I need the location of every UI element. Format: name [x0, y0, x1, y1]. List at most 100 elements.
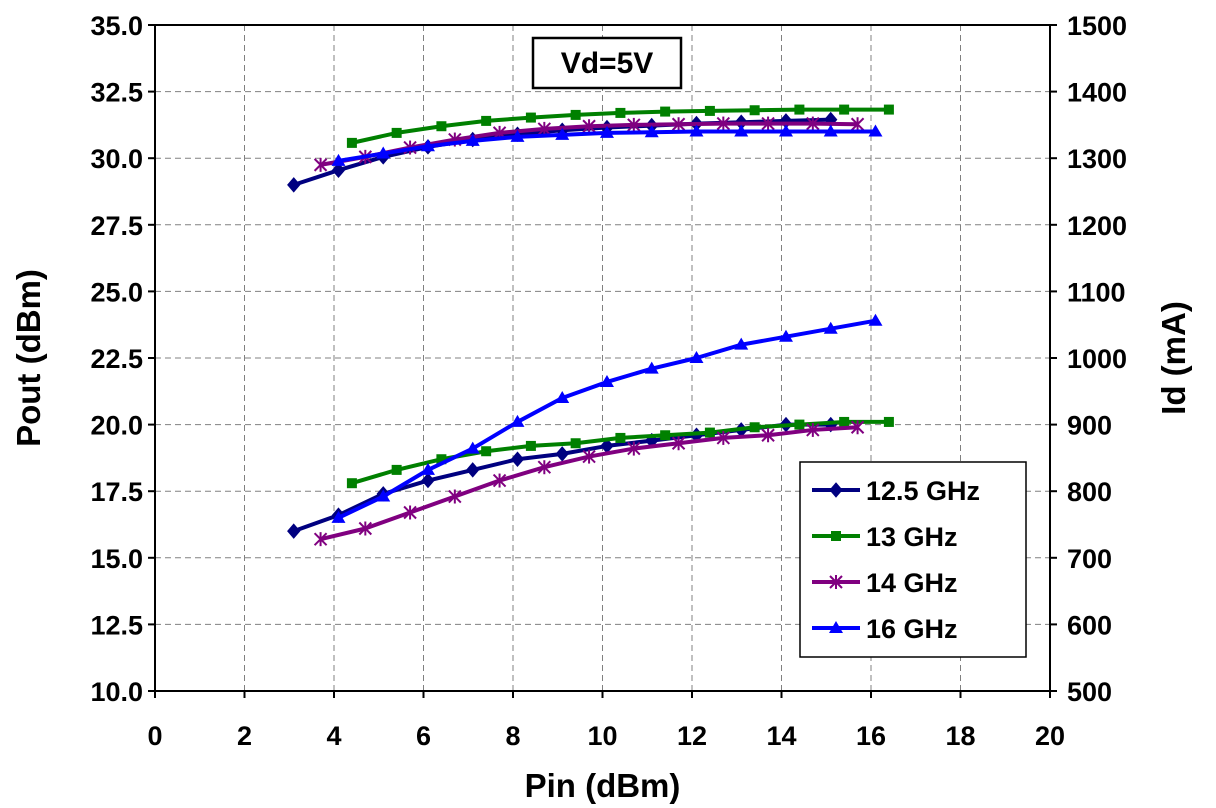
y-tick-label: 32.5 [90, 78, 143, 108]
data-point [839, 416, 850, 427]
y-tick-label: 35.0 [90, 11, 143, 41]
x-tick-label: 4 [326, 721, 341, 751]
data-point [644, 361, 659, 374]
data-point [436, 454, 447, 465]
data-point [492, 473, 507, 488]
data-point [615, 432, 626, 443]
data-point [331, 153, 346, 166]
data-point [287, 523, 301, 539]
series-14-ghz-id [313, 116, 865, 172]
data-point [555, 446, 569, 462]
data-point [525, 440, 536, 451]
y-tick-label: 22.5 [90, 344, 143, 374]
axis-ticks [148, 24, 1057, 698]
y2-tick-label: 500 [1067, 677, 1112, 707]
data-point [839, 104, 850, 115]
legend-item: 16 GHz [812, 614, 958, 644]
data-point [331, 510, 346, 523]
y-axis-title: Pout (dBm) [10, 269, 47, 447]
data-point [465, 133, 480, 146]
x-tick-label: 20 [1035, 721, 1065, 751]
y2-tick-label: 1000 [1067, 344, 1127, 374]
legend-marker [829, 575, 843, 589]
y2-tick-label: 1300 [1067, 144, 1127, 174]
y-tick-label: 27.5 [90, 211, 143, 241]
x-axis-title: Pin (dBm) [525, 767, 681, 804]
data-point [761, 116, 775, 131]
y-tick-label: 25.0 [90, 277, 143, 307]
data-point [644, 125, 659, 138]
y2-tick-labels: 500 600 700 800 900 1000 1100 1200 1300 1400 1500 [1067, 11, 1127, 707]
y2-tick-label: 1500 [1067, 11, 1127, 41]
y2-tick-label: 1200 [1067, 211, 1127, 241]
y2-tick-label: 800 [1067, 477, 1112, 507]
data-point [716, 116, 731, 131]
data-point [481, 115, 492, 126]
data-point [570, 438, 581, 449]
data-point [555, 390, 570, 403]
data-point [582, 449, 596, 464]
data-point [734, 337, 749, 350]
data-point [749, 422, 760, 433]
y-tick-label: 30.0 [90, 144, 143, 174]
y-tick-label: 17.5 [90, 477, 143, 507]
data-point [537, 121, 552, 136]
data-point [823, 124, 838, 137]
data-point [627, 441, 641, 456]
y-tick-labels: 10.0 12.5 15.0 17.5 20.0 22.5 25.0 27.5 30.0 32.5… [90, 11, 143, 707]
data-point [510, 129, 525, 142]
data-point [599, 374, 614, 387]
series-line [337, 318, 876, 520]
data-point [671, 436, 686, 451]
data-point [883, 104, 894, 115]
data-point [806, 422, 820, 437]
data-point [734, 124, 749, 137]
data-point [615, 107, 626, 118]
data-point [689, 124, 704, 137]
data-point [331, 162, 346, 178]
annotation-box: Vd=5V [531, 36, 683, 90]
data-point [420, 462, 435, 475]
data-point [883, 416, 894, 427]
data-point [555, 127, 570, 140]
y2-tick-label: 1400 [1067, 78, 1127, 108]
x-tick-labels: 0 2 4 6 8 10 12 14 16 18 20 [147, 721, 1065, 751]
data-point [570, 109, 581, 120]
data-point [582, 119, 596, 134]
data-point [421, 472, 435, 489]
x-tick-label: 18 [945, 721, 975, 751]
data-point [704, 427, 715, 438]
series-13-ghz-id [346, 104, 894, 148]
data-point [794, 419, 805, 430]
legend-item: 12.5 GHz [812, 476, 980, 506]
y2-axis-title: Id (mA) [1155, 301, 1192, 415]
y-tick-label: 15.0 [90, 544, 143, 574]
data-point [660, 106, 671, 117]
data-point [823, 321, 838, 334]
legend-label: 13 GHz [866, 522, 958, 552]
x-tick-label: 16 [856, 721, 886, 751]
legend-item: 14 GHz [812, 568, 958, 598]
data-point [376, 146, 391, 159]
data-point [537, 460, 552, 475]
data-point [704, 105, 715, 116]
data-point [627, 117, 641, 132]
data-point [778, 329, 793, 342]
data-point [346, 137, 357, 148]
legend-item: 13 GHz [812, 522, 958, 552]
data-point [391, 127, 402, 138]
x-tick-label: 12 [677, 721, 707, 751]
legend-marker [831, 531, 841, 541]
data-point [510, 414, 525, 427]
data-point [420, 139, 435, 152]
data-point [481, 446, 492, 457]
data-point [660, 430, 671, 441]
data-point [466, 462, 480, 478]
data-point [749, 105, 760, 116]
legend: 12.5 GHz 13 GHz 14 GHz 16 GHz [799, 461, 1027, 658]
data-point [868, 124, 883, 137]
data-point [716, 430, 731, 445]
data-point [689, 351, 704, 363]
data-point [510, 451, 525, 468]
